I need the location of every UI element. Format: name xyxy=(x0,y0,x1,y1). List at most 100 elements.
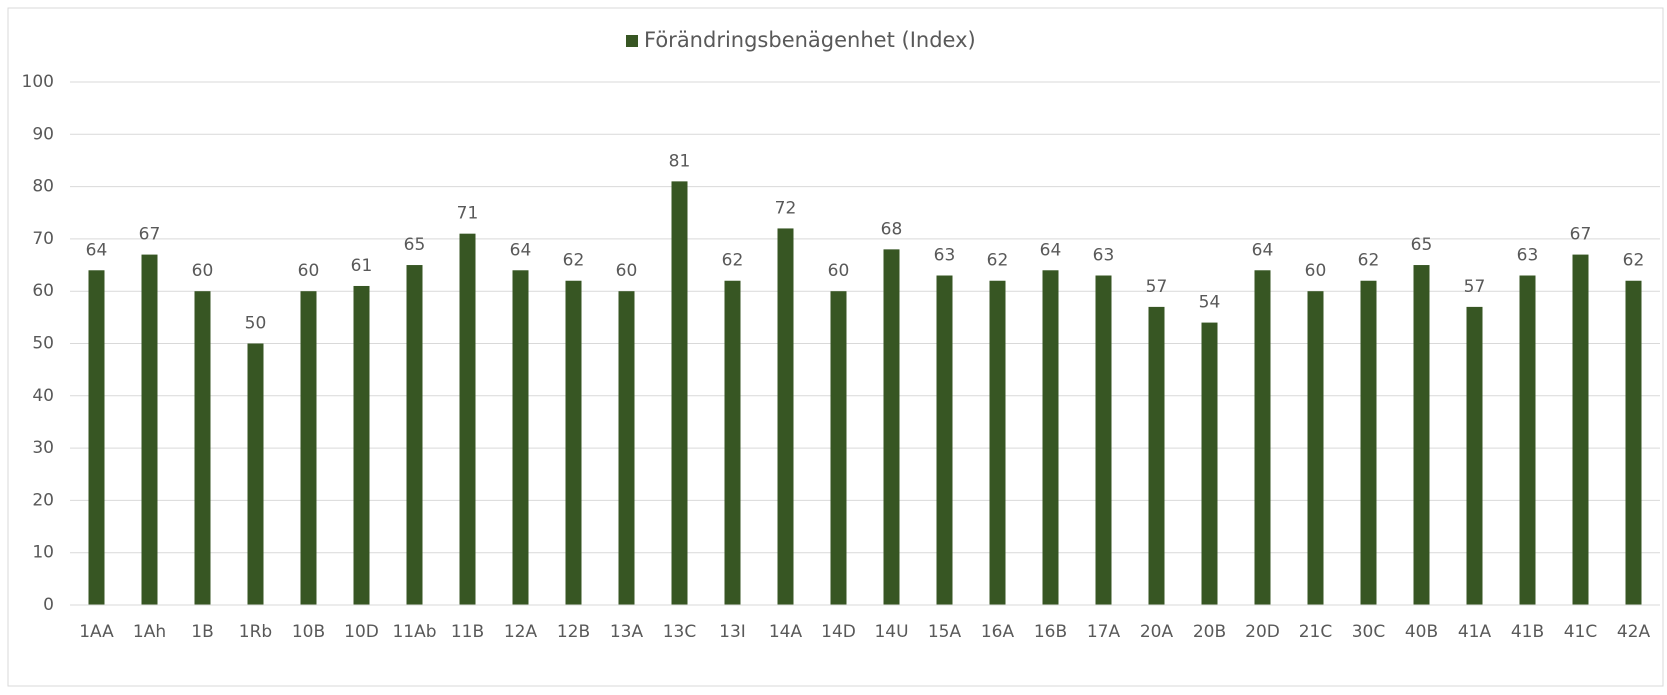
bar xyxy=(565,280,582,605)
data-label: 63 xyxy=(934,246,956,266)
bar xyxy=(1201,322,1218,605)
x-tick-label: 42A xyxy=(1617,622,1651,642)
x-tick-label: 41B xyxy=(1511,622,1544,642)
x-tick-label: 15A xyxy=(928,622,962,642)
x-tick-label: 40B xyxy=(1405,622,1438,642)
data-label: 81 xyxy=(669,151,691,171)
x-tick-label: 1B xyxy=(191,622,213,642)
data-label: 60 xyxy=(828,261,850,281)
data-label: 68 xyxy=(881,219,903,239)
bar xyxy=(353,285,370,605)
bar xyxy=(777,228,794,605)
data-label: 61 xyxy=(351,256,373,276)
x-tick-label: 17A xyxy=(1087,622,1121,642)
x-tick-label: 1Rb xyxy=(239,622,272,642)
data-label: 60 xyxy=(192,261,214,281)
bar xyxy=(1466,306,1483,605)
x-tick-label: 1AA xyxy=(79,622,114,642)
data-label: 57 xyxy=(1464,277,1486,297)
bar xyxy=(1307,291,1324,605)
bar xyxy=(1413,265,1430,605)
data-label: 60 xyxy=(616,261,638,281)
y-tick-label: 60 xyxy=(32,281,54,301)
bar xyxy=(1254,270,1271,605)
x-tick-label: 21C xyxy=(1299,622,1333,642)
data-label: 54 xyxy=(1199,293,1221,313)
x-tick-label: 20A xyxy=(1140,622,1174,642)
bar xyxy=(671,181,688,605)
data-label: 72 xyxy=(775,198,797,218)
y-tick-label: 30 xyxy=(32,438,54,458)
x-tick-label: 13C xyxy=(663,622,697,642)
bar xyxy=(300,291,317,605)
data-label: 60 xyxy=(1305,261,1327,281)
data-label: 65 xyxy=(1411,235,1433,255)
y-tick-label: 40 xyxy=(32,386,54,406)
bar xyxy=(141,254,158,605)
legend-label: Förändringsbenägenhet (Index) xyxy=(644,28,976,52)
data-label: 64 xyxy=(510,240,532,260)
y-tick-label: 80 xyxy=(32,177,54,197)
x-tick-label: 41A xyxy=(1458,622,1492,642)
x-tick-label: 10B xyxy=(292,622,325,642)
data-label: 67 xyxy=(139,225,161,245)
x-tick-label: 11Ab xyxy=(392,622,436,642)
data-label: 62 xyxy=(722,251,744,271)
bar xyxy=(88,270,105,605)
bar xyxy=(989,280,1006,605)
x-tick-label: 10D xyxy=(344,622,379,642)
x-tick-label: 14D xyxy=(821,622,856,642)
y-tick-label: 90 xyxy=(32,124,54,144)
bar xyxy=(1360,280,1377,605)
data-label: 64 xyxy=(1040,240,1062,260)
x-tick-label: 16B xyxy=(1034,622,1067,642)
bar xyxy=(936,275,953,605)
data-label: 60 xyxy=(298,261,320,281)
x-tick-label: 13I xyxy=(719,622,746,642)
x-tick-label: 11B xyxy=(451,622,484,642)
bar xyxy=(194,291,211,605)
data-label: 64 xyxy=(86,240,108,260)
x-tick-label: 14U xyxy=(874,622,908,642)
bar xyxy=(1519,275,1536,605)
y-tick-label: 100 xyxy=(22,72,54,92)
data-label: 50 xyxy=(245,314,267,334)
bar xyxy=(830,291,847,605)
x-tick-label: 1Ah xyxy=(133,622,166,642)
x-tick-label: 14A xyxy=(769,622,803,642)
bar xyxy=(883,249,900,606)
x-tick-label: 41C xyxy=(1564,622,1598,642)
bar xyxy=(512,270,529,605)
bar xyxy=(406,265,423,605)
bar xyxy=(724,280,741,605)
x-tick-label: 16A xyxy=(981,622,1015,642)
bar xyxy=(247,343,264,605)
data-label: 63 xyxy=(1517,246,1539,266)
legend-swatch xyxy=(626,35,638,47)
data-label: 71 xyxy=(457,204,479,224)
bar xyxy=(1095,275,1112,605)
x-tick-label: 13A xyxy=(610,622,644,642)
bar xyxy=(459,233,476,606)
x-tick-label: 30C xyxy=(1352,622,1386,642)
bar xyxy=(1572,254,1589,605)
x-tick-label: 12B xyxy=(557,622,590,642)
x-tick-label: 20B xyxy=(1193,622,1226,642)
y-tick-label: 0 xyxy=(43,595,54,615)
y-tick-label: 20 xyxy=(32,490,54,510)
y-tick-label: 50 xyxy=(32,334,54,354)
bar xyxy=(1042,270,1059,605)
data-label: 63 xyxy=(1093,246,1115,266)
data-label: 57 xyxy=(1146,277,1168,297)
bar xyxy=(1625,280,1642,605)
y-tick-label: 70 xyxy=(32,229,54,249)
data-label: 64 xyxy=(1252,240,1274,260)
data-label: 62 xyxy=(563,251,585,271)
data-label: 67 xyxy=(1570,225,1592,245)
data-label: 62 xyxy=(1623,251,1645,271)
bar xyxy=(618,291,635,605)
y-tick-label: 10 xyxy=(32,543,54,563)
x-tick-label: 20D xyxy=(1245,622,1280,642)
bar xyxy=(1148,306,1165,605)
